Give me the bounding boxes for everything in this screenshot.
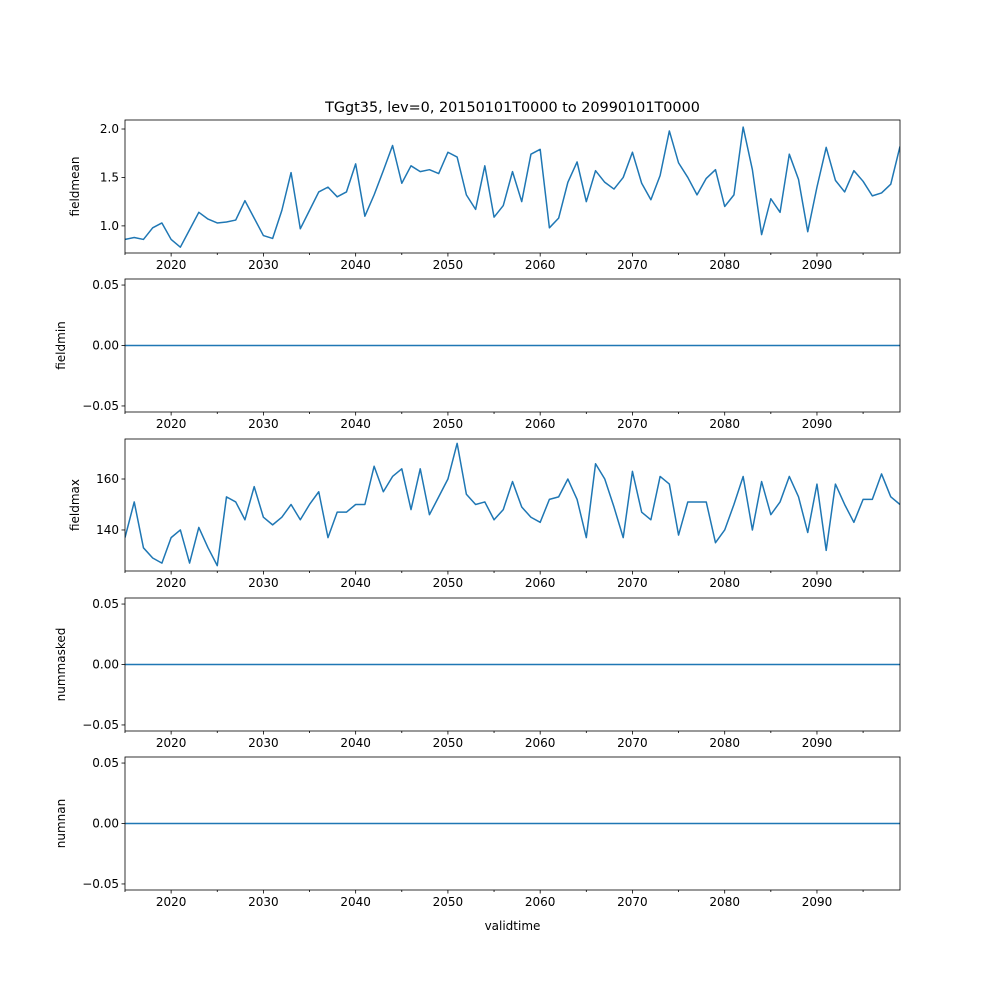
x-tick-label: 2020 (156, 258, 187, 272)
x-tick-label: 2090 (802, 895, 833, 909)
x-tick-label: 2030 (248, 736, 279, 750)
chart-title: TGgt35, lev=0, 20150101T0000 to 20990101… (324, 100, 700, 116)
y-tick-label: 0.00 (92, 339, 119, 353)
x-tick-label: 2080 (709, 417, 740, 431)
x-tick-label: 2070 (617, 736, 648, 750)
y-axis-label: fieldmax (68, 479, 82, 531)
subplot-fieldmax: 2020 2030 2040 2050 2060 2070 2080 2090 140 160 fi… (68, 438, 901, 590)
x-tick-label: 2060 (525, 258, 556, 272)
x-tick-label: 2090 (802, 576, 833, 590)
x-tick-label: 2050 (433, 258, 464, 272)
x-tick-label: 2020 (156, 417, 187, 431)
x-tick-label: 2040 (340, 258, 371, 272)
y-tick-label: 160 (96, 472, 119, 486)
x-tick-label: 2070 (617, 258, 648, 272)
series-line-fieldmean (125, 126, 900, 248)
y-tick-label: 2.0 (100, 122, 119, 136)
y-tick-label: 1.0 (100, 219, 119, 233)
y-axis-label: numnan (54, 799, 68, 848)
y-tick-label: −0.05 (82, 877, 119, 891)
y-tick-label: 0.00 (92, 817, 119, 831)
x-tick-label: 2080 (709, 895, 740, 909)
subplot-fieldmean: 2020 2030 2040 2050 2060 2070 2080 2090 1.0 1.5 2.… (68, 100, 901, 272)
x-tick-label: 2090 (802, 736, 833, 750)
subplot-nummasked: 2020 2030 2040 2050 2060 2070 2080 2090 −0.05 0.0… (54, 597, 901, 750)
axes-frame (124, 438, 901, 572)
x-tick-label: 2030 (248, 417, 279, 431)
y-tick-label: 140 (96, 523, 119, 537)
x-tick-label: 2030 (248, 258, 279, 272)
y-axis-label: nummasked (54, 628, 68, 702)
x-tick-label: 2090 (802, 258, 833, 272)
x-tick-label: 2030 (248, 895, 279, 909)
y-tick-label: −0.05 (82, 718, 119, 732)
x-tick-label: 2030 (248, 576, 279, 590)
y-axis-label: fieldmean (68, 157, 82, 217)
x-tick-label: 2040 (340, 736, 371, 750)
x-tick-label: 2050 (433, 895, 464, 909)
y-tick-label: 0.00 (92, 658, 119, 672)
x-tick-label: 2070 (617, 895, 648, 909)
y-tick-label: 0.05 (92, 756, 119, 770)
x-tick-label: 2080 (709, 258, 740, 272)
y-tick-label: 1.5 (100, 170, 119, 184)
x-tick-label: 2040 (340, 417, 371, 431)
x-tick-label: 2060 (525, 736, 556, 750)
x-tick-label: 2060 (525, 576, 556, 590)
x-tick-label: 2070 (617, 576, 648, 590)
x-tick-label: 2020 (156, 736, 187, 750)
x-tick-label: 2050 (433, 736, 464, 750)
y-tick-label: −0.05 (82, 399, 119, 413)
x-tick-label: 2050 (433, 576, 464, 590)
x-tick-label: 2090 (802, 417, 833, 431)
y-tick-label: 0.05 (92, 278, 119, 292)
x-tick-label: 2040 (340, 576, 371, 590)
x-tick-label: 2020 (156, 895, 187, 909)
y-axis-label: fieldmin (54, 321, 68, 370)
x-tick-label: 2020 (156, 576, 187, 590)
x-tick-label: 2080 (709, 736, 740, 750)
x-tick-label: 2060 (525, 895, 556, 909)
x-tick-label: 2040 (340, 895, 371, 909)
subplot-fieldmin: 2020 2030 2040 2050 2060 2070 2080 2090 −0.05 0.0… (54, 278, 901, 431)
x-axis-label: validtime (485, 919, 541, 933)
y-tick-label: 0.05 (92, 597, 119, 611)
subplot-numnan: 2020 2030 2040 2050 2060 2070 2080 2090 −0.05 0.0… (54, 756, 901, 933)
x-tick-label: 2080 (709, 576, 740, 590)
x-tick-label: 2060 (525, 417, 556, 431)
axes-frame (124, 119, 901, 254)
series-line-fieldmax (125, 442, 900, 567)
x-tick-label: 2070 (617, 417, 648, 431)
x-tick-label: 2050 (433, 417, 464, 431)
